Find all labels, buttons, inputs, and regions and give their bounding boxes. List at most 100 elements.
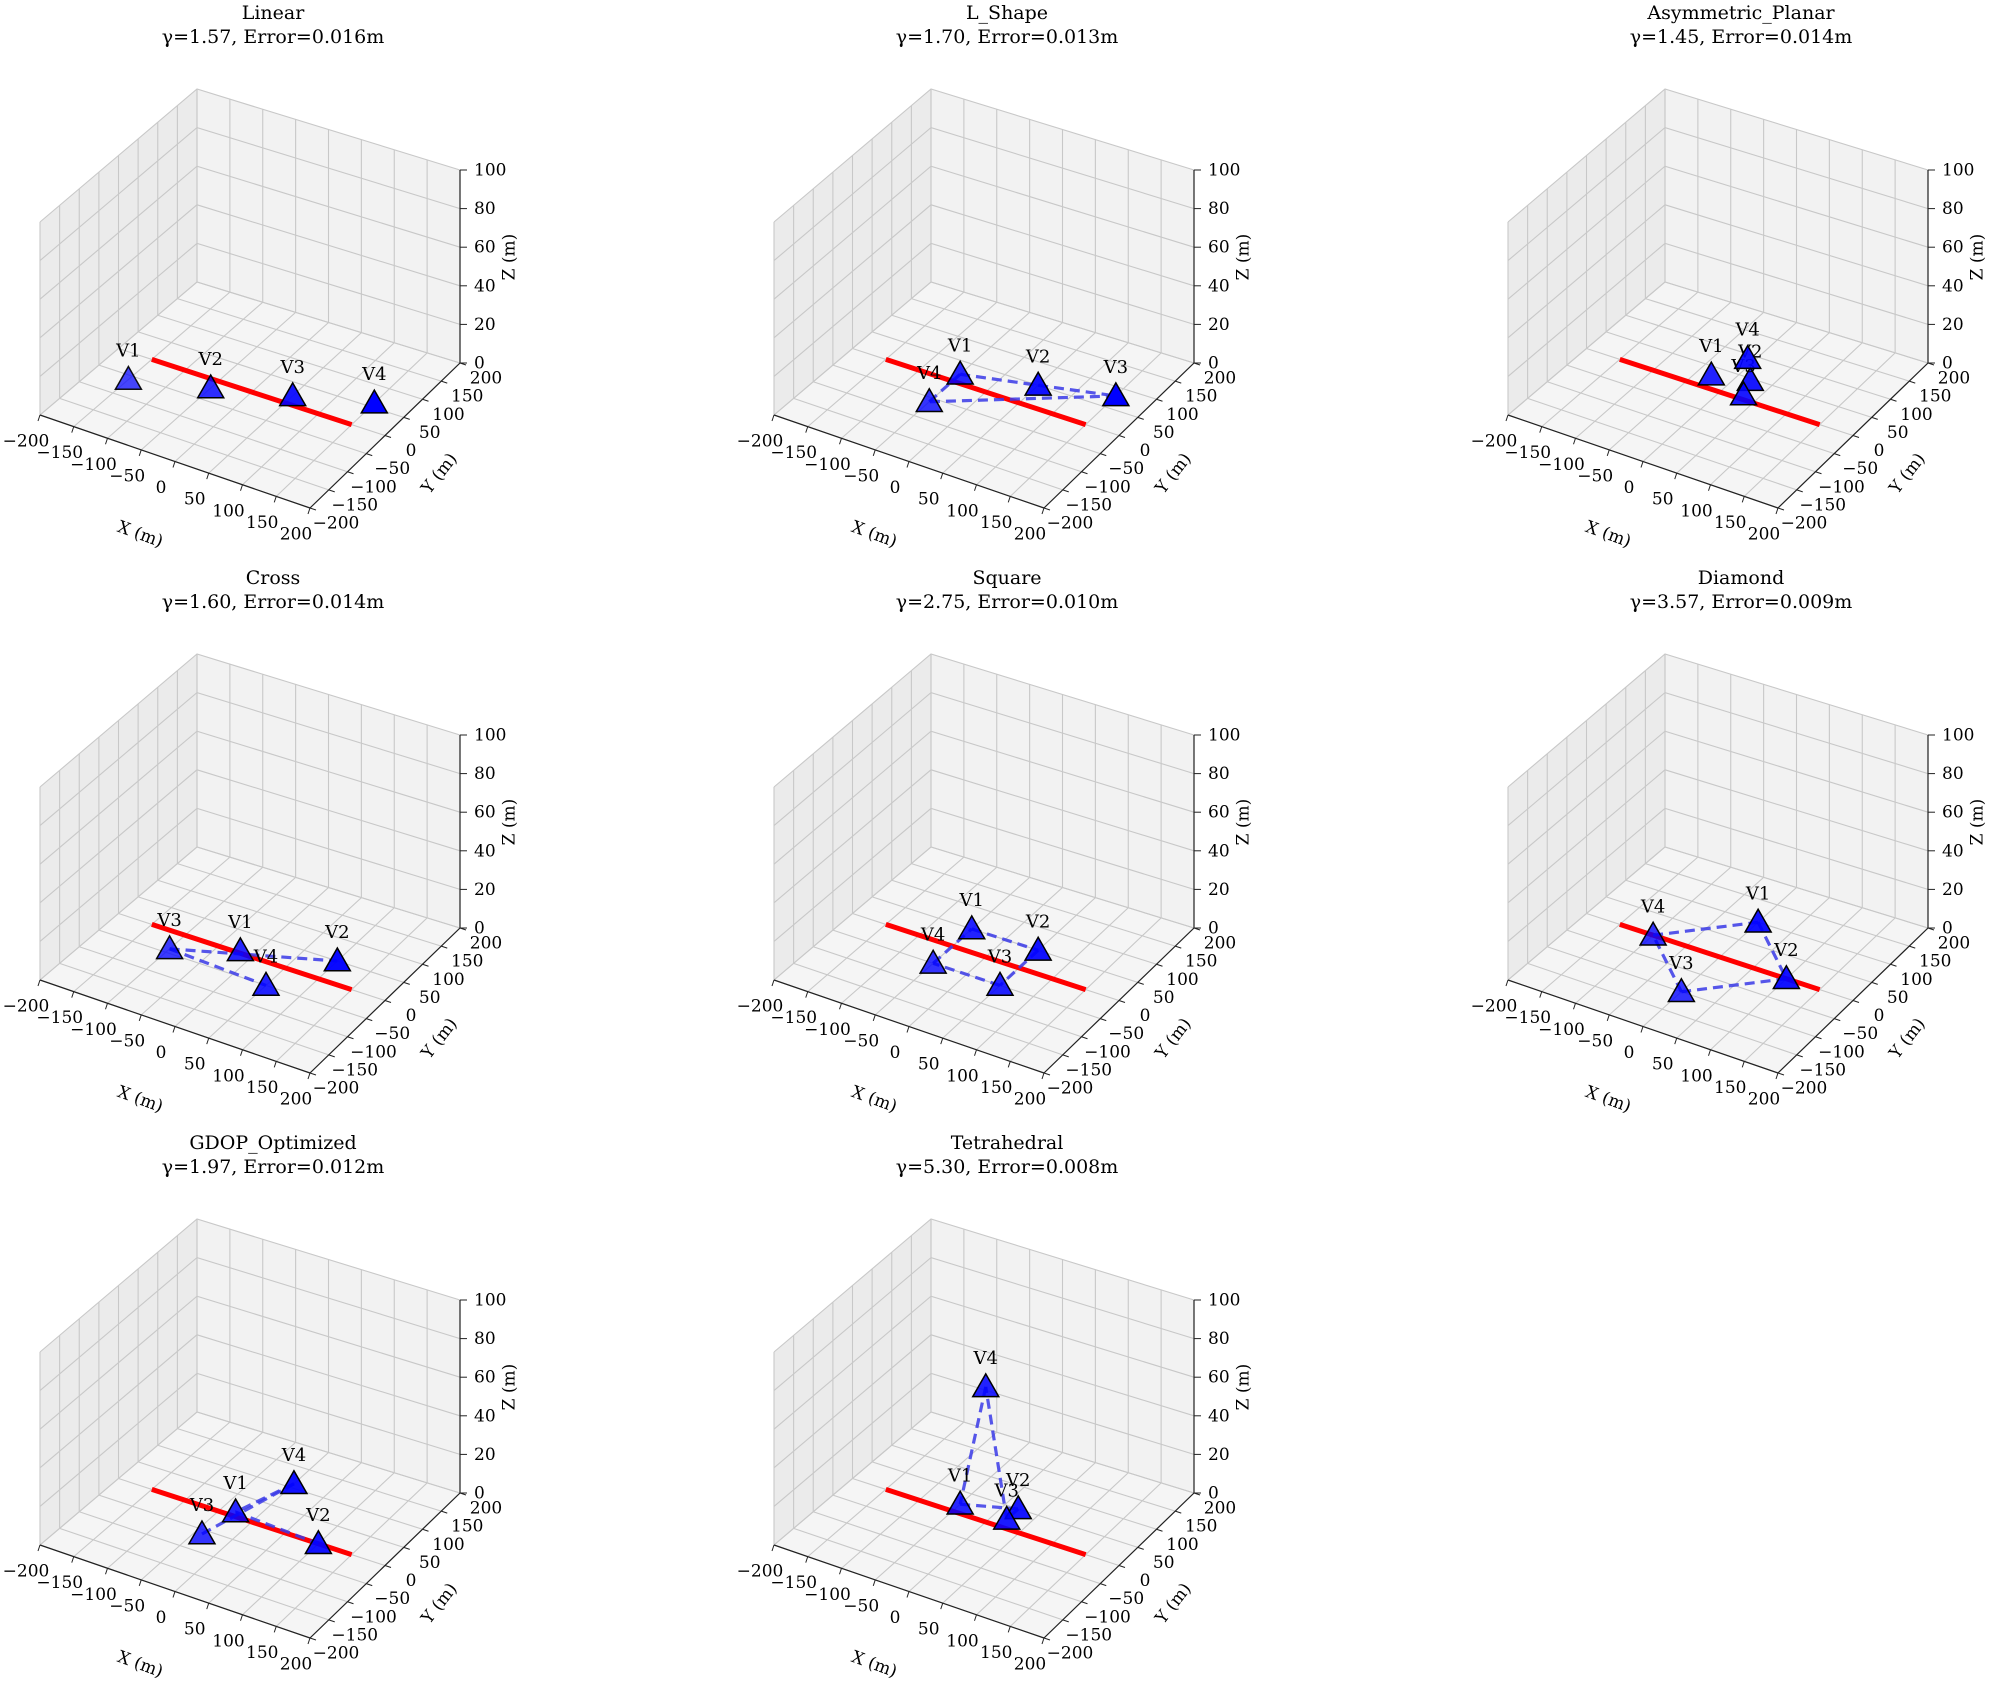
y-tick: [1118, 1000, 1126, 1003]
grid-line-z: [773, 165, 1195, 300]
x-axis-label: X (m): [115, 1082, 166, 1117]
x-tick: [805, 426, 809, 433]
y-tick: [1081, 1036, 1088, 1040]
subplot-subtitle: γ=5.30, Error=0.008m: [896, 1156, 1119, 1178]
x-axis-label: X (m): [849, 1082, 900, 1117]
y-tick: [1100, 1018, 1107, 1022]
z-tick-label: 20: [1208, 880, 1230, 900]
z-tick-label: 100: [474, 726, 506, 746]
x-tick: [37, 414, 41, 422]
y-tick-label: −50: [1108, 1024, 1144, 1044]
y-tick-label: 0: [1874, 1006, 1885, 1026]
y-tick: [1815, 471, 1822, 475]
y-tick-label: 150: [1919, 387, 1951, 407]
x-tick-label: 0: [1624, 478, 1635, 498]
vertex-edge: [984, 1386, 1009, 1520]
x-tick-label: 50: [184, 1620, 206, 1640]
grid-line-z: [1507, 281, 1929, 416]
subplot-title: GDOP_Optimized: [189, 1132, 356, 1154]
y-tick: [1100, 453, 1107, 457]
x-tick-label: 150: [980, 1078, 1012, 1098]
x-tick: [1708, 1049, 1711, 1056]
y-tick: [422, 1528, 429, 1532]
x-tick: [974, 484, 977, 491]
x-tick: [1775, 507, 1779, 515]
y-tick-label: 100: [1900, 970, 1932, 990]
vertex-marker-v2: [1023, 370, 1053, 396]
y-axis-label: Y (m): [417, 1579, 462, 1628]
y-tick: [1175, 945, 1182, 949]
y-tick: [1043, 1072, 1051, 1076]
y-tick-label: 150: [1185, 387, 1217, 407]
x-tick: [1741, 496, 1745, 503]
y-tick: [441, 1510, 448, 1514]
x-tick-label: 100: [946, 501, 978, 521]
y-tick: [1156, 398, 1163, 402]
x-tick-label: −200: [737, 432, 784, 452]
y-tick: [403, 981, 410, 985]
vertex-marker-v2: [1772, 964, 1801, 990]
vertex-label: V4: [920, 924, 945, 945]
vertex-marker-v4: [360, 388, 389, 414]
x-tick: [71, 991, 75, 998]
grid-line-z: [773, 1411, 1195, 1546]
x-tick-label: 150: [980, 513, 1012, 533]
vertex-marker-v1: [226, 936, 255, 962]
x-tick: [805, 991, 809, 998]
reference-line: [885, 921, 1087, 993]
x-tick-label: 100: [212, 501, 244, 521]
z-tick-label: 100: [1942, 726, 1974, 746]
y-tick: [328, 1054, 335, 1058]
z-tick-label: 0: [1208, 354, 1219, 374]
y-tick: [403, 1546, 410, 1550]
vertex-label: V2: [324, 922, 349, 943]
y-tick-label: 150: [451, 387, 483, 407]
grid-line-z: [1507, 653, 1929, 788]
x-tick: [240, 1614, 243, 1621]
subplot-title: L_Shape: [966, 2, 1048, 24]
x-tick-label: 150: [980, 1643, 1012, 1663]
x-tick-label: −50: [843, 1596, 879, 1616]
x-tick: [1505, 414, 1509, 422]
x-tick: [1674, 472, 1678, 480]
z-tick-label: 20: [474, 880, 496, 900]
subplot-subtitle: γ=1.57, Error=0.016m: [162, 26, 385, 48]
x-tick: [906, 1026, 910, 1033]
y-tick-label: −50: [374, 459, 410, 479]
vertex-label: V4: [973, 1348, 998, 1369]
y-tick-label: 200: [470, 934, 502, 954]
vertex-label: V2: [1025, 911, 1050, 932]
vertex-label: V3: [987, 946, 1012, 967]
z-tick-label: 80: [1208, 1329, 1230, 1349]
x-tick-label: −150: [1504, 1008, 1551, 1028]
z-tick-label: 20: [1208, 315, 1230, 335]
y-tick-label: 200: [470, 369, 502, 389]
x-tick: [1606, 1014, 1610, 1022]
x-tick: [307, 1072, 311, 1080]
vertex-marker-v3: [992, 1504, 1022, 1530]
y-tick: [1834, 1018, 1841, 1022]
z-tick-label: 0: [1942, 354, 1953, 374]
y-tick: [422, 963, 429, 967]
y-tick-label: −150: [1799, 1060, 1846, 1080]
y-tick-label: −50: [1108, 1589, 1144, 1609]
y-tick: [1890, 963, 1897, 967]
vertex-marker-v3: [1101, 381, 1131, 407]
y-axis-label: Y (m): [417, 1014, 462, 1063]
y-tick: [384, 1565, 392, 1568]
vertex-edge: [1037, 383, 1117, 398]
x-tick-label: 100: [212, 1066, 244, 1086]
grid-line-z: [39, 1411, 461, 1546]
y-tick: [1796, 1054, 1803, 1058]
x-tick: [1539, 426, 1543, 433]
x-tick-label: −100: [804, 1585, 851, 1605]
x-tick: [839, 1003, 842, 1010]
z-tick-label: 40: [1942, 276, 1964, 296]
y-tick: [1909, 945, 1916, 949]
y-tick-label: −200: [313, 1644, 360, 1664]
z-tick-label: 100: [474, 161, 506, 181]
z-tick-label: 20: [1942, 315, 1964, 335]
